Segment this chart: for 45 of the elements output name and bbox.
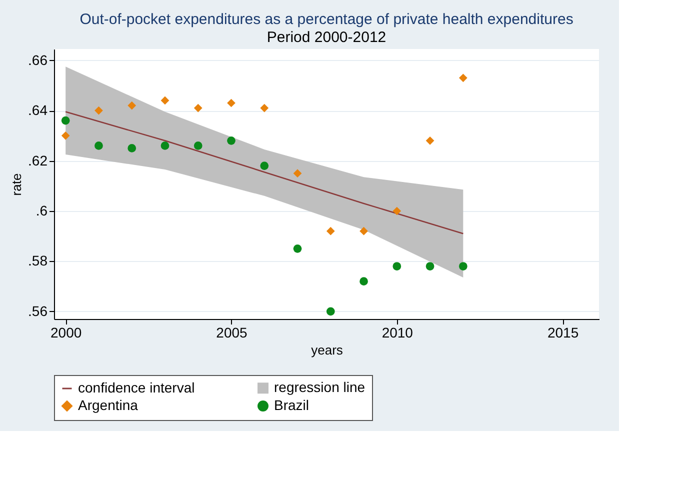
point [392, 262, 402, 270]
point [94, 142, 103, 150]
point [326, 307, 335, 316]
point [128, 101, 136, 110]
y-tick-label: .56 [28, 302, 48, 319]
point [227, 98, 236, 108]
point [360, 277, 368, 286]
point [128, 144, 136, 152]
y-tick-label: .62 [28, 152, 48, 168]
x-axis-title: years [311, 342, 344, 358]
point [426, 262, 434, 270]
legend-label: regression line [274, 379, 366, 396]
point [458, 74, 468, 82]
y-tick-label: .58 [28, 252, 48, 269]
x-tick-label: 2015 [547, 324, 579, 340]
point [326, 226, 335, 236]
chart-title: Out-of-pocket expenditures as a percentage of private health expenditures [80, 11, 574, 28]
point [61, 116, 70, 125]
point [94, 106, 103, 115]
point [227, 136, 236, 145]
point [260, 162, 269, 170]
legend-label: Brazil [274, 397, 310, 413]
point [458, 262, 468, 270]
point [360, 226, 368, 236]
point [392, 206, 402, 216]
legend-label: Argentina [78, 397, 138, 413]
x-tick-label: 2010 [382, 324, 414, 340]
x-tick-label: 2005 [216, 324, 248, 340]
point [160, 142, 170, 150]
chart-subtitle: Period 2000-2012 [266, 29, 386, 46]
point [160, 96, 170, 105]
y-tick-label: .66 [28, 52, 48, 68]
point [293, 244, 302, 253]
point [194, 142, 202, 150]
point [194, 104, 202, 112]
y-axis-title: rate [9, 173, 24, 196]
point [426, 136, 434, 145]
y-tick-label: .6 [36, 202, 48, 218]
point [260, 104, 269, 112]
x-tick-label: 2000 [50, 324, 82, 340]
line-series [64, 111, 464, 234]
point [293, 169, 302, 178]
y-tick-label: .64 [28, 102, 48, 118]
legend-label: confidence interval [78, 380, 195, 396]
point [61, 131, 70, 140]
